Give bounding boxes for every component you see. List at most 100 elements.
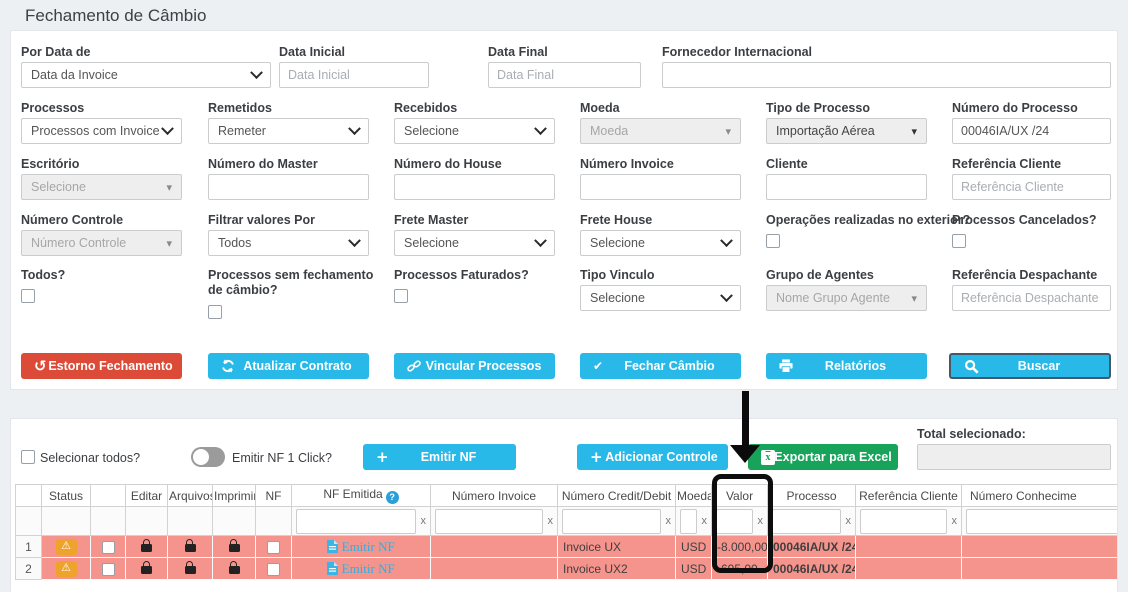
col-header-editar: Editar (125, 484, 168, 507)
grupo-de-agentes-label: Grupo de Agentes (766, 268, 874, 282)
table-row: 1 ⚠ Emitir NF Invoice UX USD -8.000,00 (15, 535, 1117, 558)
filtrar-valores-por-value: Todos (218, 236, 252, 250)
filter-clear-icon[interactable]: x (665, 515, 672, 527)
referencia-despachante-input[interactable] (952, 285, 1111, 311)
emitir-nf-button-label: Emitir NF (420, 450, 477, 464)
numero-invoice-input[interactable] (580, 174, 741, 200)
frete-house-value: Selecione (590, 236, 645, 250)
selecionar-todos-checkbox[interactable] (21, 450, 35, 464)
buscar-button[interactable]: Buscar (949, 353, 1111, 379)
adicionar-controle-button[interactable]: + Adicionar Controle (577, 444, 728, 470)
frete-master-select[interactable]: Selecione (394, 230, 555, 256)
todos-checkbox[interactable] (21, 289, 35, 303)
document-icon (327, 539, 339, 553)
search-icon (964, 359, 979, 374)
referencia-cliente-label: Referência Cliente (952, 157, 1062, 171)
filter-clear-icon[interactable]: x (757, 515, 764, 527)
referencia-cliente-input[interactable] (952, 174, 1111, 200)
numero-do-house-input[interactable] (394, 174, 555, 200)
filter-input-moeda[interactable] (680, 508, 697, 534)
processos-label: Processos (21, 101, 85, 115)
processos-sem-fechamento-checkbox[interactable] (208, 305, 222, 319)
processos-cancelados-checkbox[interactable] (952, 234, 966, 248)
nf-checkbox[interactable] (267, 562, 280, 576)
atualizar-contrato-label: Atualizar Contrato (243, 359, 352, 373)
tipo-de-processo-label: Tipo de Processo (766, 101, 870, 115)
nf-emitida-header-text: NF Emitida (323, 487, 383, 502)
numero-controle-label: Número Controle (21, 213, 124, 227)
processos-cancelados-label: Processos Cancelados? (952, 213, 1097, 227)
todos-label: Todos? (21, 268, 66, 282)
col-header-numero-invoice: Número Invoice (430, 484, 558, 507)
cell-valor: -8.000,00 (711, 535, 768, 558)
row-checkbox[interactable] (101, 562, 115, 576)
excel-icon: x (761, 449, 775, 465)
filter-clear-icon[interactable]: x (951, 515, 958, 527)
numero-controle-select: Número Controle ▾ (21, 230, 182, 256)
filter-input-numero-invoice[interactable] (435, 508, 543, 534)
tipo-vinculo-select[interactable]: Selecione (580, 285, 741, 311)
remetidos-select[interactable]: Remeter (208, 118, 369, 144)
chevron-down-icon (348, 233, 361, 247)
relatorios-label: Relatórios (824, 359, 887, 373)
tipo-de-processo-select[interactable]: Importação Aérea ▾ (766, 118, 927, 144)
fechar-cambio-button[interactable]: ✔ Fechar Câmbio (580, 353, 741, 379)
filtrar-valores-por-select[interactable]: Todos (208, 230, 369, 256)
col-header-rownum (15, 484, 42, 507)
operacoes-exterior-label: Operações realizadas no exterior? (766, 213, 971, 227)
frete-house-select[interactable]: Selecione (580, 230, 741, 256)
nf-checkbox[interactable] (267, 540, 280, 554)
filter-clear-icon[interactable]: x (420, 515, 427, 527)
moeda-value: Moeda (590, 124, 629, 138)
emitir-nf-button[interactable]: + Emitir NF (363, 444, 516, 470)
filter-input-referencia-cliente[interactable] (860, 508, 947, 534)
adicionar-controle-label: Adicionar Controle (605, 450, 718, 464)
filtrar-valores-por-label: Filtrar valores Por (208, 213, 315, 227)
numero-do-master-label: Número do Master (208, 157, 318, 171)
row-checkbox[interactable] (101, 540, 115, 554)
table-header-row: Status Editar Arquivos Imprimir NF NF Em… (15, 484, 1117, 507)
cliente-input[interactable] (766, 174, 927, 200)
recebidos-select[interactable]: Selecione (394, 118, 555, 144)
vincular-processos-button[interactable]: Vincular Processos (394, 353, 555, 379)
numero-do-master-input[interactable] (208, 174, 369, 200)
chevron-down-icon (720, 233, 733, 247)
status-warning-icon[interactable]: ⚠ (55, 538, 77, 555)
processos-select[interactable]: Processos com Invoice (21, 118, 182, 144)
referencia-despachante-label: Referência Despachante (952, 268, 1098, 282)
status-warning-icon[interactable]: ⚠ (55, 560, 77, 577)
atualizar-contrato-button[interactable]: Atualizar Contrato (208, 353, 369, 379)
filter-input-numero-conhecimento[interactable] (966, 508, 1117, 534)
filter-input-processo[interactable] (772, 508, 841, 534)
operacoes-exterior-checkbox[interactable] (766, 234, 780, 248)
buscar-label: Buscar (1017, 359, 1061, 373)
results-table-wrap: Status Editar Arquivos Imprimir NF NF Em… (15, 484, 1117, 580)
tipo-de-processo-value: Importação Aérea (776, 124, 875, 138)
emitir-nf-1-click-toggle[interactable] (191, 447, 225, 467)
emitir-nf-link[interactable]: Emitir NF (341, 538, 395, 554)
fornecedor-internacional-input[interactable] (662, 62, 1111, 88)
chevron-down-icon (250, 65, 263, 79)
estorno-fechamento-button[interactable]: ↺ Estorno Fechamento (21, 353, 182, 379)
table-filter-row: x x x x x x x (15, 506, 1117, 536)
row-number: 2 (15, 557, 42, 580)
help-icon[interactable]: ? (385, 490, 399, 504)
por-data-de-select[interactable]: Data da Invoice (21, 62, 271, 88)
chevron-down-icon (534, 233, 547, 247)
numero-do-processo-input[interactable] (952, 118, 1111, 144)
exportar-excel-button[interactable]: x Exportar para Excel (748, 444, 898, 470)
emitir-nf-link[interactable]: Emitir NF (341, 560, 395, 576)
processos-faturados-checkbox[interactable] (394, 289, 408, 303)
relatorios-button[interactable]: Relatórios (766, 353, 927, 379)
filter-clear-icon[interactable]: x (547, 515, 554, 527)
data-final-input[interactable] (488, 62, 641, 88)
filter-clear-icon[interactable]: x (701, 515, 708, 527)
link-icon (407, 359, 421, 373)
filter-input-credit-debit[interactable] (562, 508, 661, 534)
filter-clear-icon[interactable]: x (845, 515, 852, 527)
editar-lock-icon (141, 560, 152, 574)
filter-input-valor[interactable] (716, 508, 753, 534)
data-inicial-input[interactable] (279, 62, 429, 88)
filter-input-nf-emitida[interactable] (296, 508, 416, 534)
